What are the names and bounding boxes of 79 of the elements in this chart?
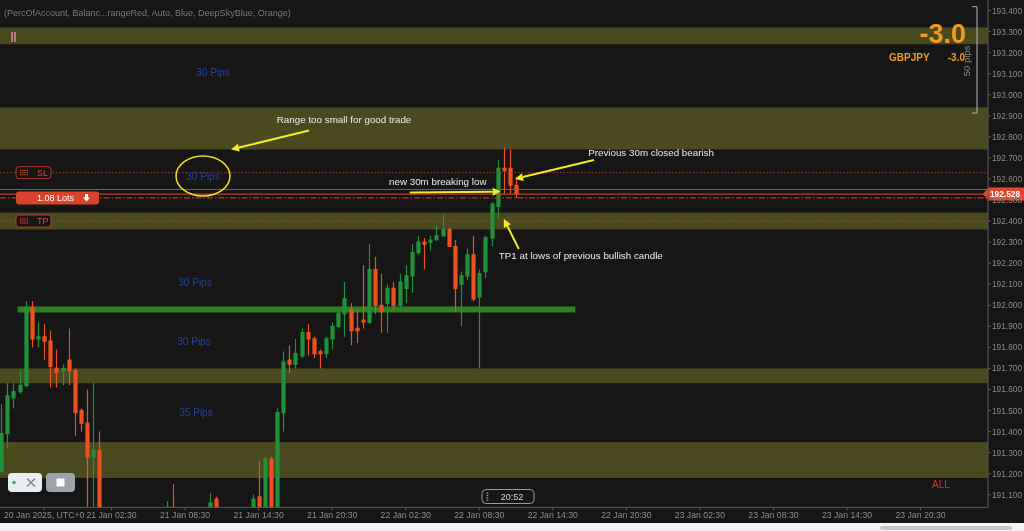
candlestick — [91, 382, 96, 508]
candlestick — [269, 456, 274, 508]
y-tick-label: 193.200 — [992, 47, 1023, 58]
candlestick — [477, 268, 482, 370]
annotation: 20:52 — [500, 491, 524, 502]
y-tick-label: 191.900 — [992, 321, 1023, 332]
ref-line-label: TP — [37, 216, 49, 227]
y-tick-label: 192.200 — [992, 258, 1023, 269]
candlestick — [208, 492, 213, 508]
annotation: 35 Pips — [179, 406, 213, 418]
ref-line-label: 1.08 Lots — [37, 193, 75, 204]
y-tick-label: 192.400 — [992, 216, 1023, 227]
y-tick-label: 191.800 — [992, 342, 1023, 353]
y-tick-label: 193.400 — [992, 5, 1023, 16]
y-tick-label: 191.700 — [992, 363, 1023, 374]
y-tick-label: 192.100 — [992, 279, 1023, 290]
x-tick-label: 22 Jan 08:30 — [454, 509, 505, 520]
x-tick-label: 22 Jan 14:30 — [527, 509, 579, 520]
y-tick-label: 193.000 — [992, 89, 1023, 100]
annotation: Previous 30m closed bearish — [588, 147, 714, 159]
annotation: -3.0 — [947, 51, 966, 63]
annotation: ALL — [932, 479, 951, 490]
x-tick-label: 22 Jan 02:30 — [380, 509, 432, 520]
annotation: 30 Pips — [177, 335, 211, 347]
x-tick-label: 23 Jan 14:30 — [821, 509, 873, 520]
y-tick-label: 193.100 — [992, 68, 1023, 79]
candlestick — [422, 237, 427, 271]
candlestick — [251, 494, 256, 508]
annotation: TP1 at lows of previous bullish candle — [498, 250, 664, 262]
annotation: Range too small for good trade — [276, 113, 412, 125]
y-tick-label: 192.300 — [992, 237, 1023, 248]
candlestick — [30, 300, 35, 348]
candlestick — [171, 483, 176, 508]
candlestick — [263, 456, 268, 508]
x-tick-label: 20 Jan 2025, UTC+0 — [3, 509, 85, 520]
candlestick — [54, 348, 59, 388]
y-tick-label: 191.200 — [992, 468, 1023, 479]
annotation: GBPJPY — [889, 51, 930, 63]
annotation: 30 Pips — [186, 170, 220, 182]
y-tick-label: 192.000 — [992, 300, 1023, 311]
y-tick-label: 191.500 — [992, 405, 1023, 416]
text: (PercOfAccount, Balanc...rangeRed, Auto, Blue, DeepSkyBlue, Orange) — [4, 7, 291, 18]
candlestick — [300, 327, 305, 359]
candlestick — [361, 264, 366, 330]
annotation: 30 Pips — [178, 276, 212, 288]
candlestick — [257, 460, 262, 508]
y-tick-label: 191.100 — [992, 489, 1023, 500]
annotation: new 30m breaking low — [389, 176, 488, 188]
y-tick-label: 191.600 — [992, 384, 1023, 395]
x-tick-label: 21 Jan 02:30 — [86, 509, 137, 520]
candlestick — [287, 344, 292, 374]
x-tick-label: 23 Jan 02:30 — [674, 509, 726, 520]
candlestick — [367, 243, 372, 325]
y-tick-label: 191.400 — [992, 426, 1023, 437]
x-tick-label: 23 Jan 20:30 — [895, 509, 946, 520]
x-tick-label: 21 Jan 14:30 — [233, 509, 284, 520]
candlestick — [385, 283, 390, 334]
annotation: 30 Pips — [196, 66, 230, 78]
y-tick-label: 192.900 — [992, 110, 1023, 121]
y-tick-label: 191.300 — [992, 447, 1023, 458]
candlestick — [441, 214, 446, 237]
candlestick — [97, 431, 102, 508]
y-tick-label: 192.800 — [992, 131, 1023, 142]
x-tick-label: 23 Jan 08:30 — [748, 509, 799, 520]
y-tick-label: 192.700 — [992, 152, 1023, 163]
ref-line-label: SL — [37, 167, 49, 178]
y-tick-label: 193.300 — [992, 26, 1023, 37]
candlestick — [61, 363, 66, 386]
candlestick — [293, 338, 298, 370]
candlestick — [483, 235, 488, 279]
annotation: -3.0 — [919, 19, 966, 49]
candlestick — [391, 281, 396, 311]
candlestick — [214, 496, 219, 508]
candlestick — [36, 321, 41, 348]
x-tick-label: 22 Jan 20:30 — [601, 509, 652, 520]
x-tick-label: 21 Jan 08:30 — [159, 509, 211, 520]
y-tick-label: 192.600 — [992, 173, 1023, 184]
x-tick-label: 21 Jan 20:30 — [307, 509, 358, 520]
candlestick — [471, 235, 476, 302]
